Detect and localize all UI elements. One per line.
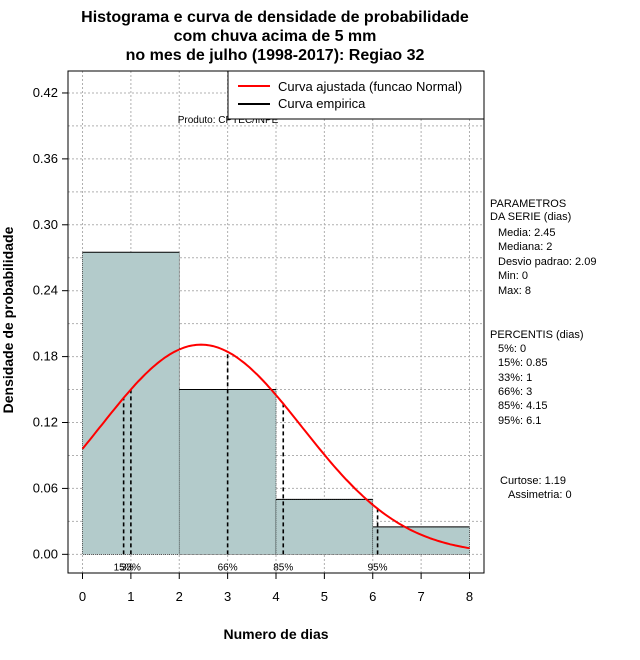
percentile-lines [122,351,379,555]
percentile-15: 15%: 0.85 [498,357,548,369]
percentile-85: 85%: 4.15 [498,400,548,412]
percentiles-heading: PERCENTIS (dias) [490,329,584,341]
histogram-bar [275,499,374,555]
parameter-max: Max: 8 [498,285,531,297]
x-tick-label: 1 [127,589,134,604]
histogram-bar [372,526,470,555]
parameter-mediana: Mediana: 2 [498,241,552,253]
x-tick-label: 2 [176,589,183,604]
percentile-labels: 15%33% 66% 85% 95% [114,562,388,573]
parameters-heading-1: PARAMETROS [490,198,566,210]
product-annotation: Produto: CPTEC/INPE [178,115,279,126]
y-tick-label: 0.42 [33,85,58,100]
percentile-5: 5%: 0 [498,343,526,355]
percentile-label: 15% [114,562,134,573]
percentiles-panel: PERCENTIS (dias) 5%: 0 15%: 0.85 33%: 1 … [490,329,584,427]
percentile-label: 85% [273,562,293,573]
stat-assimetria: Assimetria: 0 [508,489,572,501]
axes: 0 1 2 3 4 5 6 7 8 0.00 0.06 0.12 0.18 0.24 0.30 0.36 0.4… [33,85,473,604]
histogram-bars [82,251,470,555]
y-tick-label: 0.06 [33,480,58,495]
legend-box [227,70,485,120]
x-axis-title: Numero de dias [223,626,328,642]
x-tick-label: 5 [321,589,328,604]
x-tick-label: 6 [369,589,376,604]
percentile-label: 66% [218,562,238,573]
percentile-33: 33%: 1 [498,372,532,384]
histogram-bar [178,389,277,555]
parameters-panel: PARAMETROS DA SERIE (dias) Media: 2.45 M… [490,198,596,297]
y-tick-label: 0.18 [33,349,58,364]
normal-curve [81,343,470,550]
x-tick-label: 8 [466,589,473,604]
parameter-desvio: Desvio padrao: 2.09 [498,256,596,268]
percentile-label: 95% [368,562,388,573]
parameter-media: Media: 2.45 [498,227,555,239]
chart-title-line-1: Histograma e curva de densidade de proba… [81,9,469,26]
y-tick-label: 0.30 [33,217,58,232]
x-tick-label: 3 [224,589,231,604]
x-tick-label: 4 [272,589,279,604]
parameters-heading-2: DA SERIE (dias) [490,211,571,223]
legend-empirical-label: Curva empirica [278,96,366,111]
percentile-95: 95%: 6.1 [498,415,541,427]
y-tick-label: 0.24 [33,283,58,298]
y-tick-label: 0.36 [33,151,58,166]
legend: Curva ajustada (funcao Normal) Curva emp… [227,70,485,120]
percentile-label: 33% [121,562,141,573]
parameter-min: Min: 0 [498,270,528,282]
percentile-66: 66%: 3 [498,386,532,398]
density-curves [81,343,470,550]
chart-title-line-3: no mes de julho (1998-2017): Regiao 32 [126,47,425,64]
y-axis-title: Densidade de probabilidade [0,226,16,413]
legend-normal-label: Curva ajustada (funcao Normal) [278,79,462,94]
x-tick-label: 7 [417,589,424,604]
y-tick-label: 0.00 [33,546,58,561]
x-tick-label: 0 [79,589,86,604]
chart-title-line-2: com chuva acima de 5 mm [174,28,377,45]
y-tick-label: 0.12 [33,415,58,430]
stat-curtose: Curtose: 1.19 [500,475,566,487]
